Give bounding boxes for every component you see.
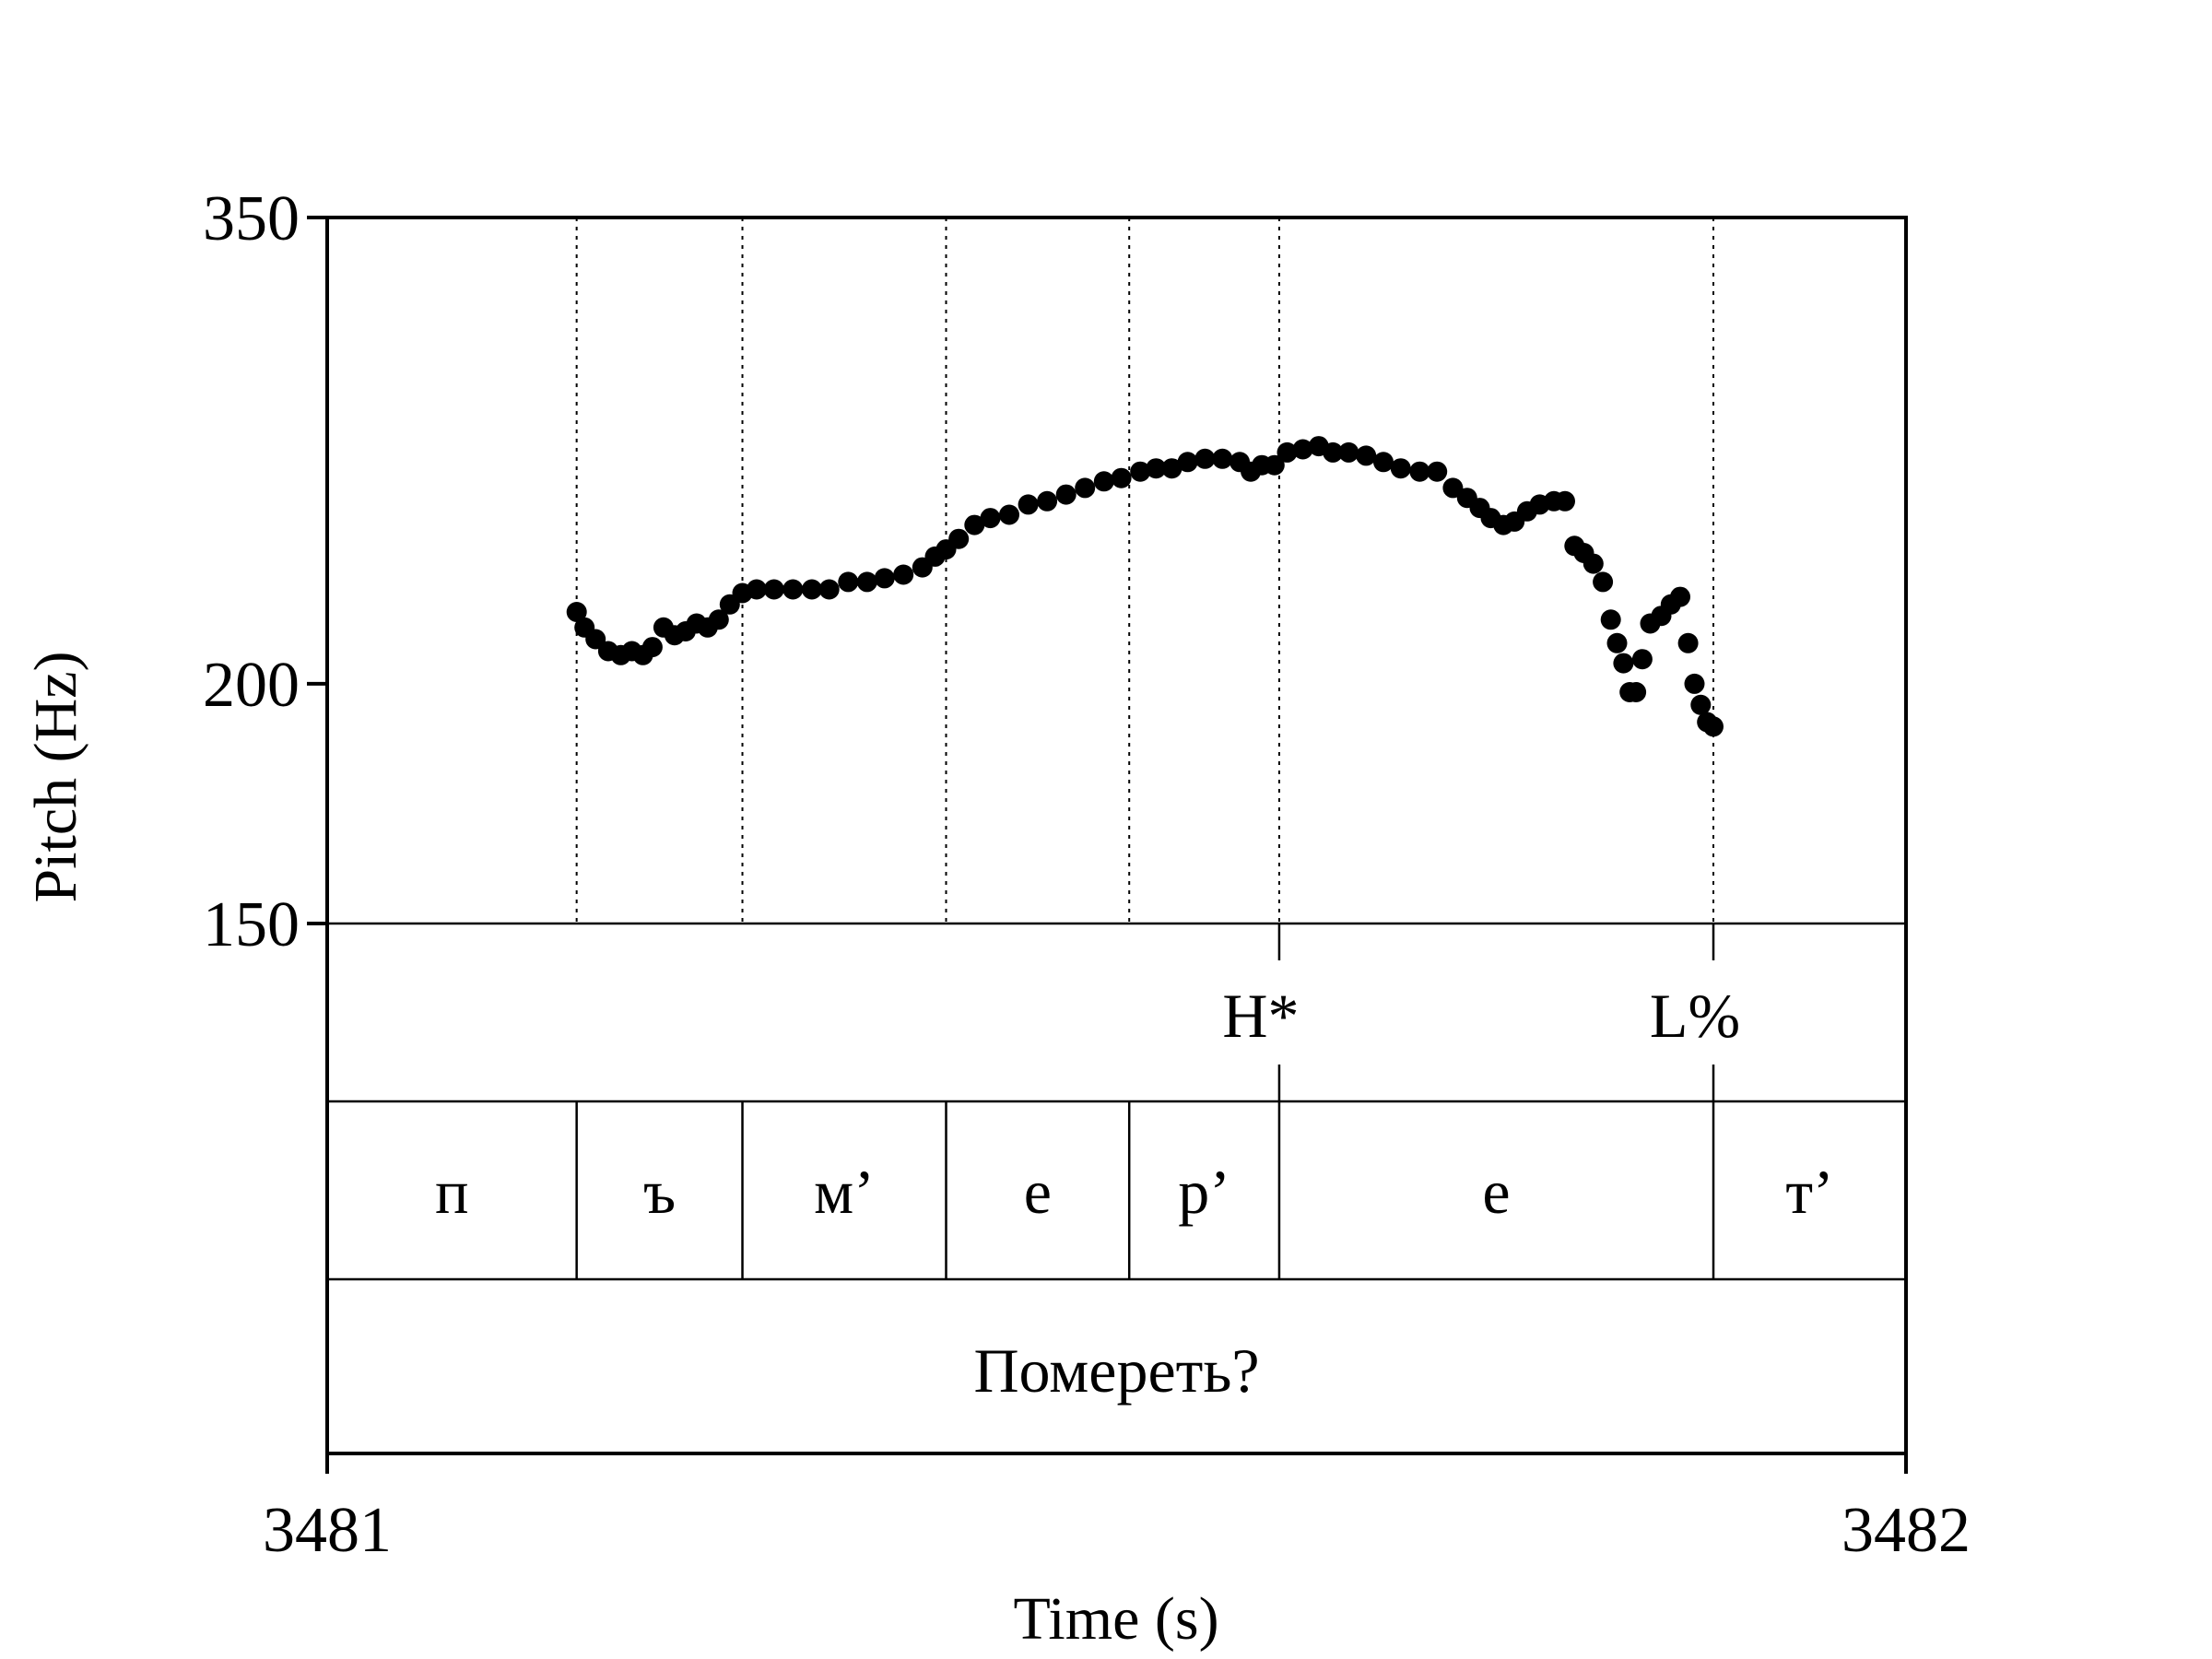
pitch-point xyxy=(838,571,859,593)
pitch-point xyxy=(1684,673,1705,694)
pitch-point xyxy=(1018,494,1039,515)
pitch-point xyxy=(1593,571,1614,593)
pitch-point xyxy=(1194,448,1216,469)
pitch-point xyxy=(1130,461,1151,482)
segment-label: р’ xyxy=(1178,1157,1230,1227)
pitch-point xyxy=(1690,694,1712,715)
pitch-point xyxy=(964,514,985,535)
pitch-point xyxy=(585,629,606,650)
pitch-point xyxy=(708,609,729,630)
pitch-point xyxy=(1631,649,1653,670)
segment-label: е xyxy=(1024,1157,1052,1227)
x-tick-label: 3481 xyxy=(263,1495,392,1566)
pitch-point xyxy=(1390,458,1411,479)
y-tick-label: 350 xyxy=(203,183,300,254)
pitch-point xyxy=(1409,461,1430,482)
pitch-point xyxy=(1338,441,1359,463)
pitch-point xyxy=(874,568,895,589)
pitch-point xyxy=(1161,458,1182,479)
pitch-point xyxy=(1037,490,1058,512)
pitch-point xyxy=(1111,467,1132,488)
pitch-point xyxy=(1292,439,1313,460)
pitch-point xyxy=(1427,461,1448,482)
pitch-point xyxy=(1555,490,1575,512)
x-tick-label: 3482 xyxy=(1841,1495,1971,1566)
pitch-point xyxy=(1356,445,1377,466)
plot-frame xyxy=(325,216,1908,1455)
pitch-point xyxy=(999,504,1019,525)
pitch-point xyxy=(1442,477,1464,499)
tone-label: L% xyxy=(1650,981,1740,1051)
pitch-points xyxy=(566,436,1724,737)
pitch-point xyxy=(1146,458,1167,479)
pitch-point xyxy=(782,579,804,600)
pitch-point xyxy=(1264,454,1285,476)
y-tick-label: 150 xyxy=(203,889,300,960)
pitch-point xyxy=(1055,484,1077,505)
pitch-point xyxy=(1703,716,1724,737)
pitch-point xyxy=(948,528,970,549)
pitch-point xyxy=(1670,586,1690,607)
pitch-point xyxy=(1277,441,1298,463)
pitch-point xyxy=(1373,452,1394,473)
pitch-point xyxy=(1177,452,1198,473)
pitch-point xyxy=(641,637,663,658)
word-label: Помереть? xyxy=(973,1335,1259,1406)
pitch-point xyxy=(763,579,784,600)
tone-label: H* xyxy=(1222,981,1299,1051)
annotation-tiers: H* L% п ъ м’ е р’ е т’ Помереть? xyxy=(327,922,1906,1406)
segment-label: е xyxy=(1482,1157,1510,1227)
axes: 150 200 350 3481 3482 xyxy=(203,183,1971,1566)
pitch-point xyxy=(801,579,822,600)
pitch-point xyxy=(1075,477,1096,499)
y-tick-label: 200 xyxy=(203,650,300,721)
pitch-point xyxy=(980,508,1001,529)
segment-label: п xyxy=(435,1157,468,1227)
segment-boundary-layer xyxy=(575,218,1715,924)
pitch-point xyxy=(893,564,914,585)
segment-label: ъ xyxy=(643,1157,676,1227)
pitch-point xyxy=(1613,653,1634,674)
y-axis-label: Pitch (Hz) xyxy=(22,651,89,902)
pitch-point xyxy=(1626,682,1647,702)
pitch-point xyxy=(1323,441,1344,463)
pitch-point xyxy=(746,579,767,600)
pitch-point xyxy=(1606,632,1628,653)
pitch-point xyxy=(1093,471,1114,492)
pitch-point xyxy=(1600,609,1621,630)
segment-label: м’ xyxy=(814,1157,875,1227)
segment-label: т’ xyxy=(1785,1157,1833,1227)
pitch-point xyxy=(1677,632,1699,653)
pitch-point xyxy=(856,571,877,593)
pitch-point xyxy=(818,579,840,600)
pitch-point xyxy=(1583,553,1604,574)
pitch-point xyxy=(1212,448,1233,469)
pitch-point xyxy=(566,602,587,622)
x-axis-label: Time (s) xyxy=(1013,1585,1218,1653)
